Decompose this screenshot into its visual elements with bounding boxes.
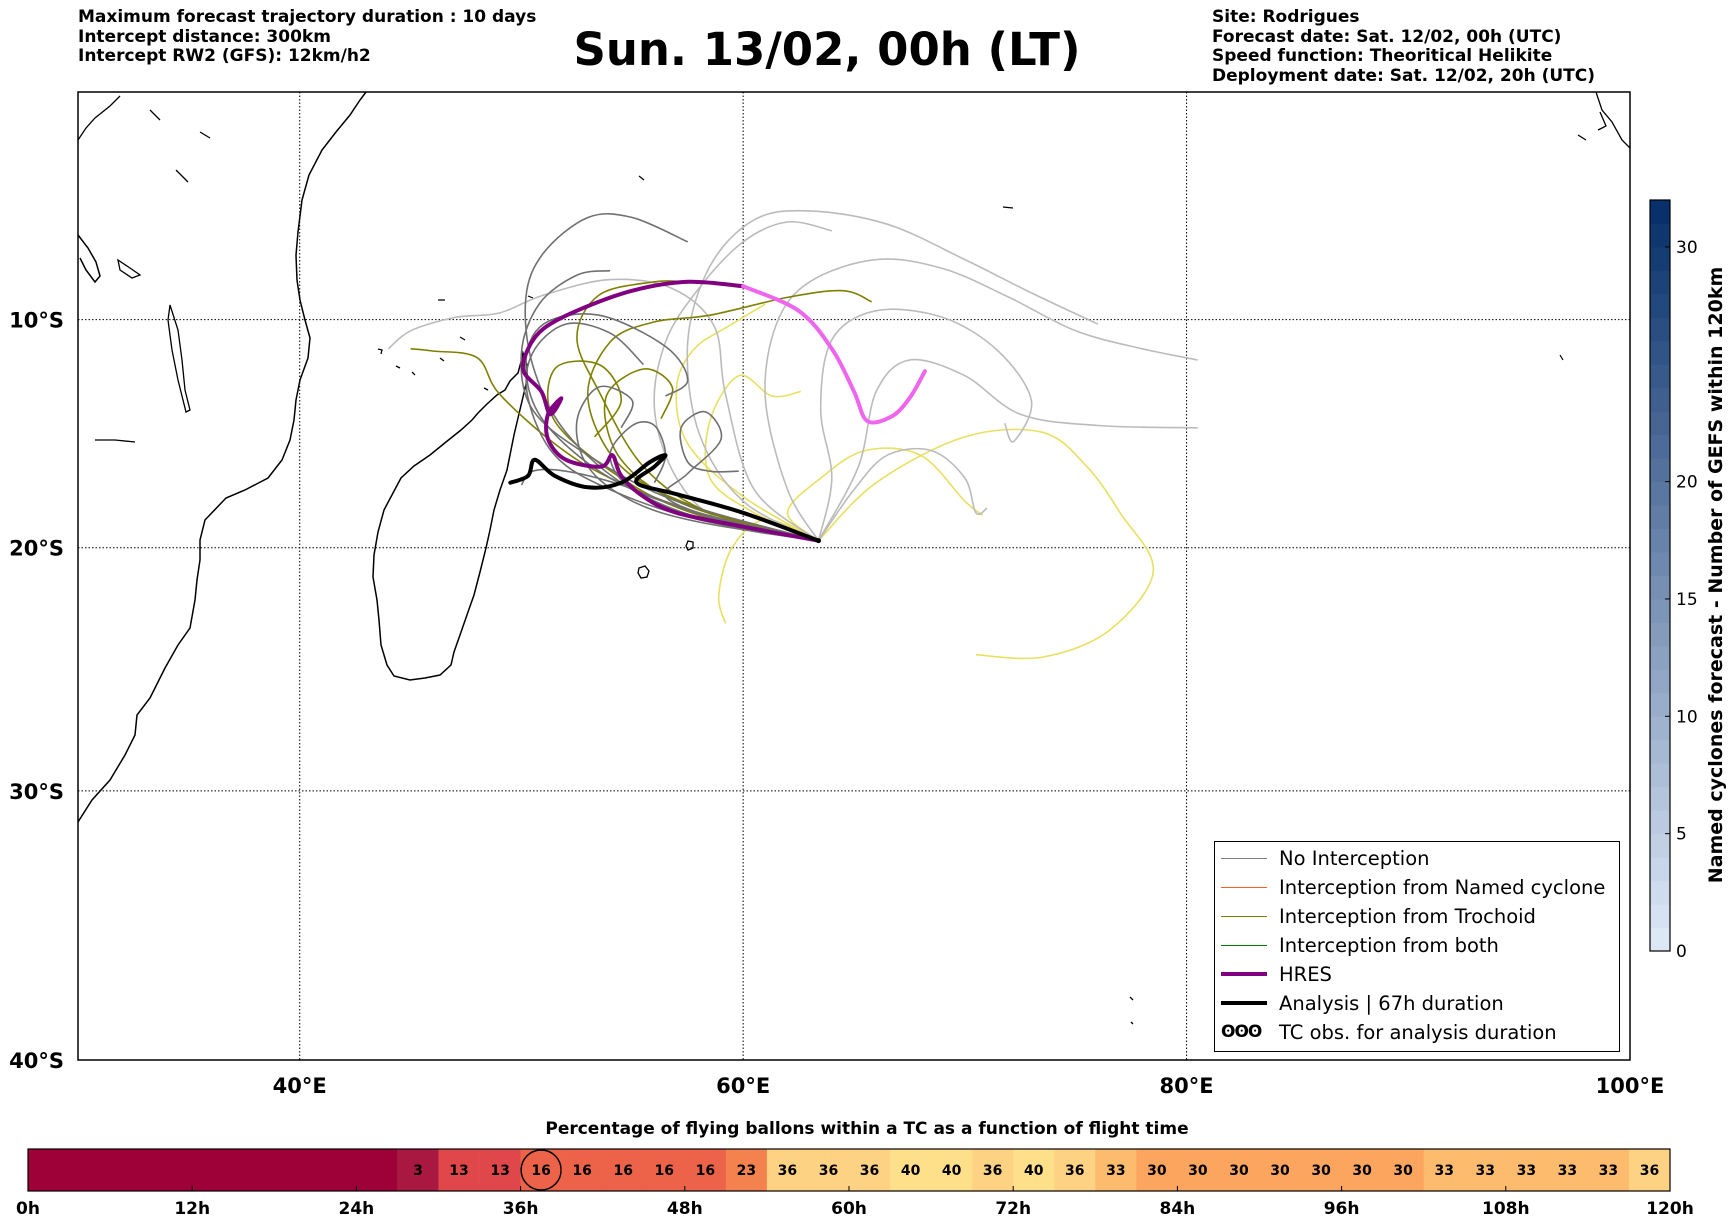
ensemble-track [387,278,819,542]
x-tick-label: 60°E [716,1074,770,1098]
coastline-layer [78,92,1630,1025]
legend-label-named-cyclone: Interception from Named cyclone [1279,875,1606,899]
header-left-info: Maximum forecast trajectory duration : 1… [78,7,537,67]
legend-label-no-interception: No Interception [1279,846,1430,870]
legend-item-no-interception: No Interception [1221,844,1430,872]
x-tick-label: 80°E [1160,1074,1214,1098]
legend-item-trochoid: Interception from Trochoid [1221,902,1536,930]
legend-label-analysis: Analysis | 67h duration [1279,991,1504,1015]
ensemble-track [653,220,832,542]
comoros-islands [377,348,489,391]
header-intercept-distance: Intercept distance: 300km [78,26,331,47]
ensemble-track [817,358,1198,542]
ensemble-track [575,385,819,542]
ensemble-track [587,289,873,542]
africa-coastline [78,92,367,823]
legend-swatch-analysis [1221,1001,1267,1005]
legend-swatch-both [1221,944,1267,946]
y-tick-label: 10°S [9,309,64,333]
y-tick-label: 40°S [9,1049,64,1073]
title-text: Sun. 13/02, 00h (LT) [573,23,1081,76]
header-site: Site: Rodrigues [1212,7,1360,27]
ensemble-track [603,368,819,542]
x-tick-label: 100°E [1596,1074,1665,1098]
launch-site-marker [816,538,822,544]
header-speed-function: Speed function: Theoritical Helikite [1212,46,1553,66]
legend-item-named-cyclone: Interception from Named cyclone [1221,873,1605,901]
legend-swatch-hres [1221,972,1267,976]
ensemble-track [520,269,819,542]
legend-swatch-trochoid [1221,915,1267,917]
tc-symbol-icon: ʘʘʘ [1221,1022,1262,1042]
y-tick-label: 20°S [9,537,64,561]
header-right-info: Site: Rodrigues Forecast date: Sat. 12/0… [1212,7,1596,86]
map-legend: No Interception Interception from Named … [1214,841,1620,1052]
ensemble-track [686,209,1099,542]
ensemble-track [817,308,1033,541]
hres-track-late [741,284,927,425]
madagascar-coastline [372,350,528,681]
arabia-coastline [78,95,211,183]
y-tick-label: 30°S [9,780,64,804]
legend-item-tc-obs: ʘʘʘ TC obs. for analysis duration [1221,1018,1557,1046]
hres-track [520,279,821,543]
legend-label-hres: HRES [1279,962,1332,986]
zanzibar-coast [95,258,191,443]
legend-item-both: Interception from both [1221,931,1499,959]
legend-swatch-no-interception [1221,857,1267,859]
legend-label-trochoid: Interception from Trochoid [1279,904,1536,928]
map-gridlines [78,92,1630,1060]
legend-swatch-named-cyclone [1221,886,1267,888]
analysis-track [508,453,821,543]
reunion-coastline [685,540,694,551]
page-title: Sun. 13/02, 00h (LT) [0,22,1734,78]
ensemble-track [525,313,819,542]
trajectory-tracks [387,209,1198,660]
x-tick-label: 40°E [273,1074,327,1098]
seychelles-islands [438,175,1564,361]
legend-item-analysis: Analysis | 67h duration [1221,989,1504,1017]
legend-item-hres: HRES [1221,960,1332,988]
ensemble-track [817,428,1155,660]
ensemble-track [817,447,988,542]
header-trajectory-duration: Maximum forecast trajectory duration : 1… [78,7,537,27]
legend-label-both: Interception from both [1279,933,1499,957]
timeline-title: Percentage of flying ballons within a TC… [0,1119,1734,1139]
map-frame [77,91,1631,1061]
ensemble-track [704,374,819,542]
south-islands [1129,996,1134,1025]
ensemble-track [786,447,984,542]
mauritius-coastline [637,565,650,579]
header-deployment-date: Deployment date: Sat. 12/02, 20h (UTC) [1212,65,1596,86]
ensemble-track [764,258,1198,542]
header-intercept-rw2: Intercept RW2 (GFS): 12km/h2 [78,46,371,66]
map-axis-labels: 40°E 60°E 80°E 100°E 10°S 20°S 30°S 40°S [9,309,1664,1098]
timeline-title-text: Percentage of flying ballons within a TC… [545,1119,1189,1139]
header-forecast-date: Forecast date: Sat. 12/02, 00h (UTC) [1212,26,1562,47]
legend-label-tc-obs: TC obs. for analysis duration [1279,1020,1557,1044]
asia-coastline [1577,92,1630,149]
ensemble-track [717,518,819,624]
horn-coastline [78,234,101,284]
